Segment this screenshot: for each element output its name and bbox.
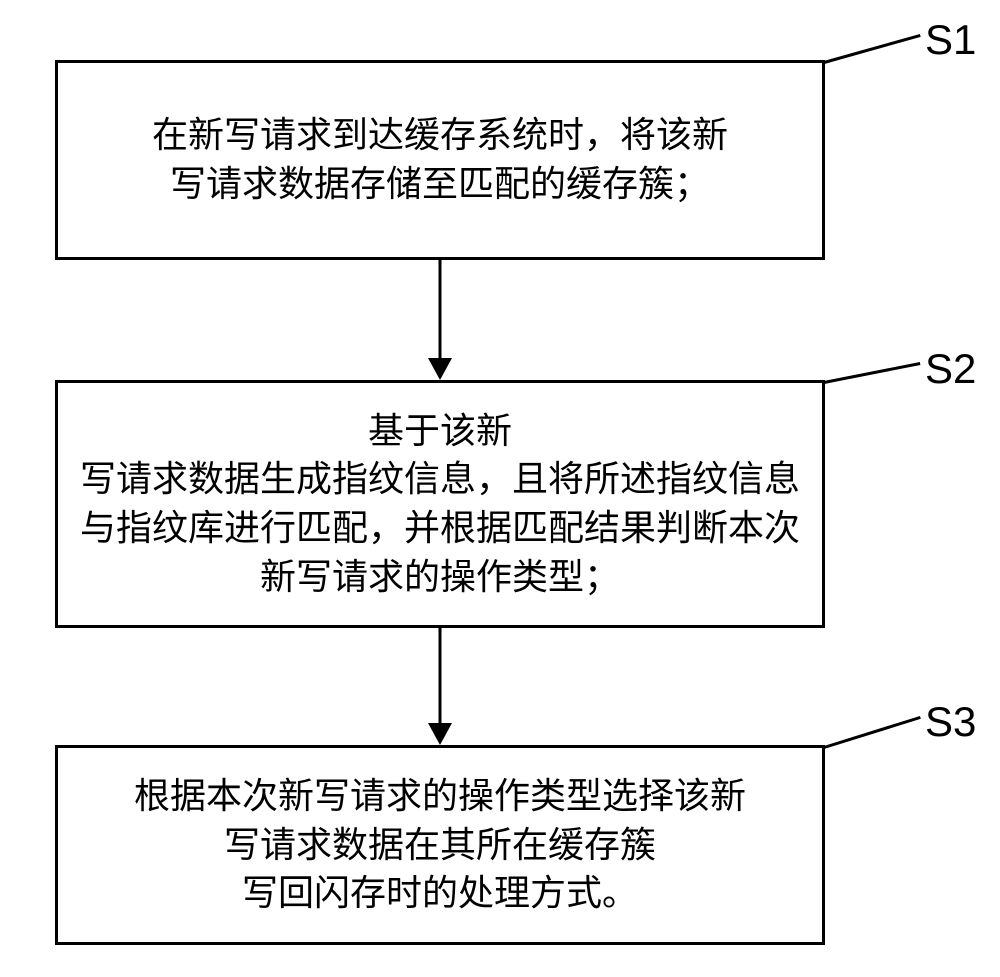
flow-node-s1: 在新写请求到达缓存系统时，将该新 写请求数据存储至匹配的缓存簇； — [55, 60, 825, 260]
node-text-line: 新写请求的操作类型； — [260, 553, 620, 602]
step-label-s3: S3 — [925, 698, 976, 746]
callout-line-s2 — [824, 362, 921, 384]
node-text-line: 在新写请求到达缓存系统时，将该新 — [152, 111, 728, 160]
node-text-line: 写请求数据在其所在缓存簇 — [224, 821, 656, 870]
node-text-line: 与指纹库进行匹配，并根据匹配结果判断本次 — [80, 504, 800, 553]
arrow-stem — [439, 260, 442, 358]
node-text-line: 根据本次新写请求的操作类型选择该新 — [134, 772, 746, 821]
callout-line-s3 — [824, 716, 921, 749]
flow-node-s2: 基于该新 写请求数据生成指纹信息，且将所述指纹信息 与指纹库进行匹配，并根据匹配… — [55, 380, 825, 628]
step-label-s1: S1 — [925, 16, 976, 64]
node-text-line: 写请求数据生成指纹信息，且将所述指纹信息 — [80, 455, 800, 504]
arrow-head-icon — [428, 723, 452, 745]
flow-node-s3: 根据本次新写请求的操作类型选择该新 写请求数据在其所在缓存簇 写回闪存时的处理方… — [55, 745, 825, 945]
callout-line-s1 — [824, 34, 921, 64]
node-text-line: 写回闪存时的处理方式。 — [242, 869, 638, 918]
node-text-line: 基于该新 — [368, 407, 512, 456]
node-text-line: 写请求数据存储至匹配的缓存簇； — [170, 160, 710, 209]
step-label-s2: S2 — [925, 345, 976, 393]
arrow-head-icon — [428, 358, 452, 380]
flowchart-canvas: 在新写请求到达缓存系统时，将该新 写请求数据存储至匹配的缓存簇； 基于该新 写请… — [0, 0, 1000, 977]
arrow-stem — [439, 628, 442, 723]
